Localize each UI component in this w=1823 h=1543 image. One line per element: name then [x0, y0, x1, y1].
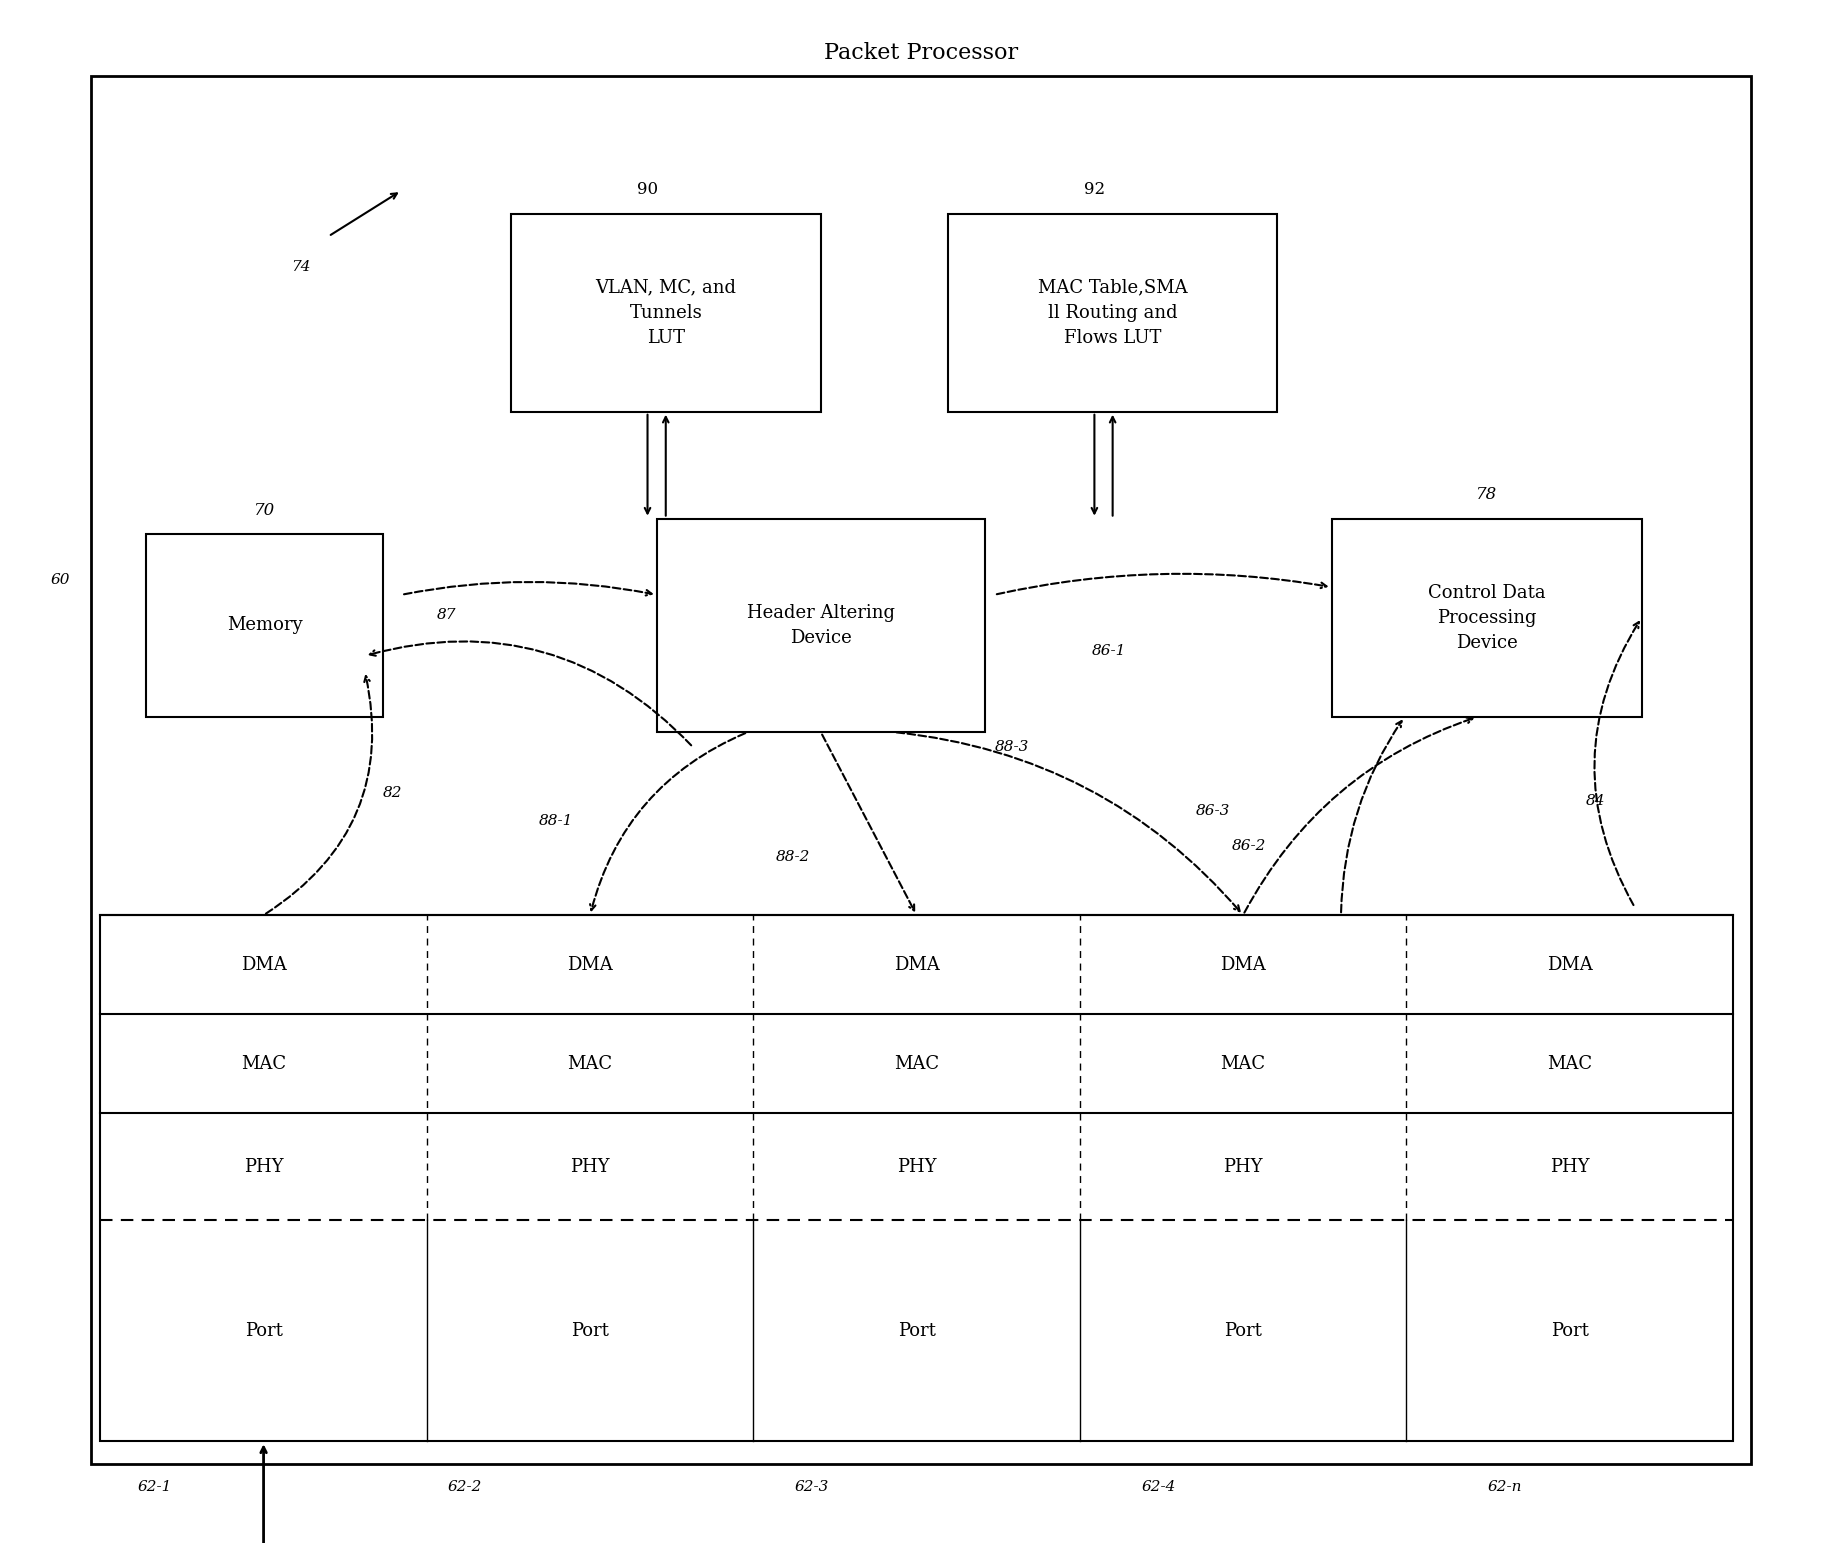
Text: Port: Port	[1550, 1322, 1588, 1339]
Text: 87: 87	[438, 608, 456, 622]
Text: 62-2: 62-2	[448, 1480, 481, 1494]
Text: 90: 90	[636, 181, 658, 198]
Text: 92: 92	[1083, 181, 1105, 198]
Text: DMA: DMA	[1546, 955, 1591, 974]
Text: 84: 84	[1586, 793, 1604, 807]
FancyBboxPatch shape	[146, 534, 383, 717]
Text: PHY: PHY	[244, 1157, 283, 1176]
Text: MAC: MAC	[241, 1055, 286, 1072]
Text: 82: 82	[383, 785, 401, 801]
Text: Control Data
Processing
Device: Control Data Processing Device	[1427, 583, 1544, 651]
Text: 60: 60	[51, 572, 69, 586]
Text: 86-2: 86-2	[1232, 839, 1265, 853]
Text: MAC: MAC	[567, 1055, 613, 1072]
Text: 88-1: 88-1	[540, 813, 572, 827]
FancyBboxPatch shape	[656, 518, 984, 731]
Text: 70: 70	[253, 501, 275, 518]
FancyBboxPatch shape	[948, 213, 1276, 412]
Text: DMA: DMA	[893, 955, 939, 974]
Text: PHY: PHY	[1223, 1157, 1262, 1176]
Text: PHY: PHY	[897, 1157, 935, 1176]
Text: 86-1: 86-1	[1092, 645, 1125, 659]
Text: Port: Port	[1223, 1322, 1262, 1339]
Text: 62-n: 62-n	[1488, 1480, 1520, 1494]
Text: 86-3: 86-3	[1196, 804, 1229, 818]
Text: DMA: DMA	[567, 955, 613, 974]
FancyBboxPatch shape	[510, 213, 820, 412]
Text: 88-3: 88-3	[995, 741, 1028, 755]
Text: Memory: Memory	[226, 616, 303, 634]
Text: MAC: MAC	[893, 1055, 939, 1072]
Text: MAC: MAC	[1220, 1055, 1265, 1072]
Text: 78: 78	[1475, 486, 1497, 503]
Text: 62-3: 62-3	[795, 1480, 828, 1494]
Text: VLAN, MC, and
Tunnels
LUT: VLAN, MC, and Tunnels LUT	[594, 279, 736, 347]
Text: PHY: PHY	[1550, 1157, 1588, 1176]
Text: Port: Port	[897, 1322, 935, 1339]
Text: Packet Processor: Packet Processor	[824, 42, 1017, 65]
Text: 62-1: 62-1	[139, 1480, 171, 1494]
Text: 88-2: 88-2	[777, 850, 809, 864]
Text: DMA: DMA	[241, 955, 286, 974]
Text: 74: 74	[292, 259, 310, 275]
FancyBboxPatch shape	[91, 76, 1750, 1464]
Text: DMA: DMA	[1220, 955, 1265, 974]
Text: MAC: MAC	[1546, 1055, 1591, 1072]
Text: 62-4: 62-4	[1141, 1480, 1174, 1494]
Text: Port: Port	[244, 1322, 283, 1339]
Text: PHY: PHY	[571, 1157, 609, 1176]
FancyBboxPatch shape	[100, 915, 1732, 1441]
Text: MAC Table,SMA
ll Routing and
Flows LUT: MAC Table,SMA ll Routing and Flows LUT	[1037, 279, 1187, 347]
Text: Header Altering
Device: Header Altering Device	[746, 603, 895, 647]
Text: Port: Port	[571, 1322, 609, 1339]
FancyBboxPatch shape	[1331, 518, 1641, 717]
